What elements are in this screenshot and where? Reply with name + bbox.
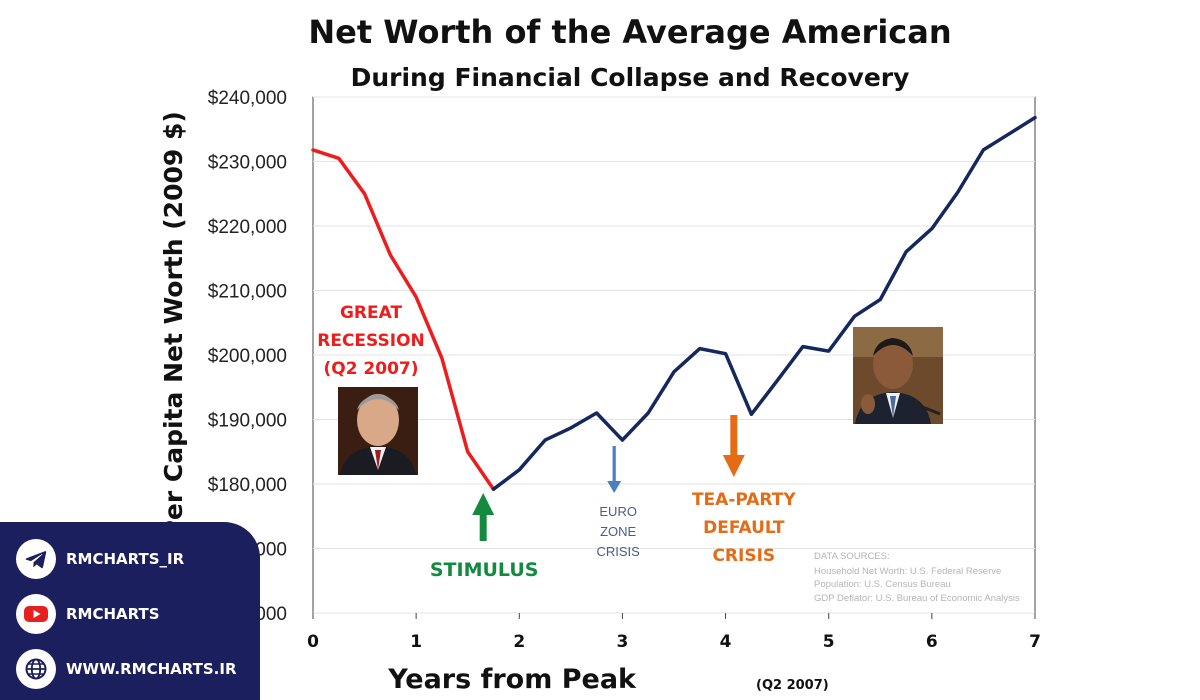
y-tick-label: $220,000: [208, 217, 287, 238]
bush-portrait: [338, 387, 418, 475]
euro-crisis-arrow: [607, 446, 622, 493]
recession-label-line3: (Q2 2007): [323, 359, 418, 379]
teaparty-label-line2: DEFAULT: [703, 518, 785, 538]
series-layer: [311, 115, 1037, 491]
euro-label-line2: ZONE: [600, 524, 636, 539]
stimulus-arrow: [472, 493, 495, 541]
x-axis-ticks: 0 1 2 3 4 5 6 7: [307, 613, 1041, 652]
youtube-icon: [16, 594, 56, 634]
x-axis-label: Years from Peak: [387, 664, 637, 695]
y-tick-label: $180,000: [208, 475, 287, 496]
website-link[interactable]: WWW.RMCHARTS.IR: [16, 649, 237, 689]
globe-icon: [16, 649, 56, 689]
y-tick-label: $190,000: [208, 411, 287, 432]
y-tick-label: $240,000: [208, 88, 287, 109]
series-line-recovery: [491, 115, 1037, 491]
x-tick-label: 2: [513, 632, 525, 652]
telegram-icon: [16, 539, 56, 579]
source-line: Population: U.S. Census Bureau: [814, 579, 951, 590]
x-tick-label: 3: [617, 632, 629, 652]
x-tick-label: 1: [410, 632, 422, 652]
euro-crisis-annotation: EURO ZONE CRISIS: [597, 446, 641, 559]
recession-label-line2: RECESSION: [317, 331, 425, 351]
chart-title: Net Worth of the Average American: [308, 13, 951, 51]
recession-label-line1: GREAT: [340, 303, 402, 323]
data-sources: DATA SOURCES: Household Net Worth: U.S. …: [814, 551, 1020, 604]
y-tick-label: $200,000: [208, 346, 287, 367]
youtube-handle: RMCHARTS: [66, 605, 160, 623]
euro-label-line3: CRISIS: [597, 544, 641, 559]
y-tick-label: $230,000: [208, 153, 287, 174]
stimulus-label: STIMULUS: [430, 559, 539, 581]
sources-heading: DATA SOURCES:: [814, 551, 890, 562]
y-tick-label: $210,000: [208, 282, 287, 303]
obama-portrait: [853, 327, 943, 424]
teaparty-crisis-arrow: [722, 415, 745, 477]
x-axis-label-note: (Q2 2007): [756, 678, 829, 693]
social-panel: RMCHARTS_IR RMCHARTS WWW.RMCHARTS.IR: [0, 522, 260, 700]
x-tick-label: 6: [926, 632, 938, 652]
youtube-link[interactable]: RMCHARTS: [16, 594, 160, 634]
website-url: WWW.RMCHARTS.IR: [66, 660, 237, 678]
x-tick-label: 5: [823, 632, 835, 652]
source-line: GDP Deflator: U.S. Bureau of Economic An…: [814, 593, 1020, 604]
recession-annotation: GREAT RECESSION (Q2 2007): [317, 303, 425, 379]
stimulus-annotation: STIMULUS: [430, 493, 539, 581]
teaparty-label-line3: CRISIS: [712, 546, 775, 566]
teaparty-label-line1: TEA-PARTY: [692, 490, 796, 510]
telegram-link[interactable]: RMCHARTS_IR: [16, 539, 184, 579]
x-tick-label: 4: [720, 632, 732, 652]
series-line-recession: [311, 148, 496, 491]
telegram-handle: RMCHARTS_IR: [66, 550, 185, 568]
euro-label-line1: EURO: [599, 504, 637, 519]
source-line: Household Net Worth: U.S. Federal Reserv…: [814, 566, 1001, 577]
x-tick-label: 0: [307, 632, 319, 652]
x-tick-label: 7: [1029, 632, 1041, 652]
chart-subtitle: During Financial Collapse and Recovery: [351, 63, 910, 92]
teaparty-crisis-annotation: TEA-PARTY DEFAULT CRISIS: [692, 415, 796, 566]
